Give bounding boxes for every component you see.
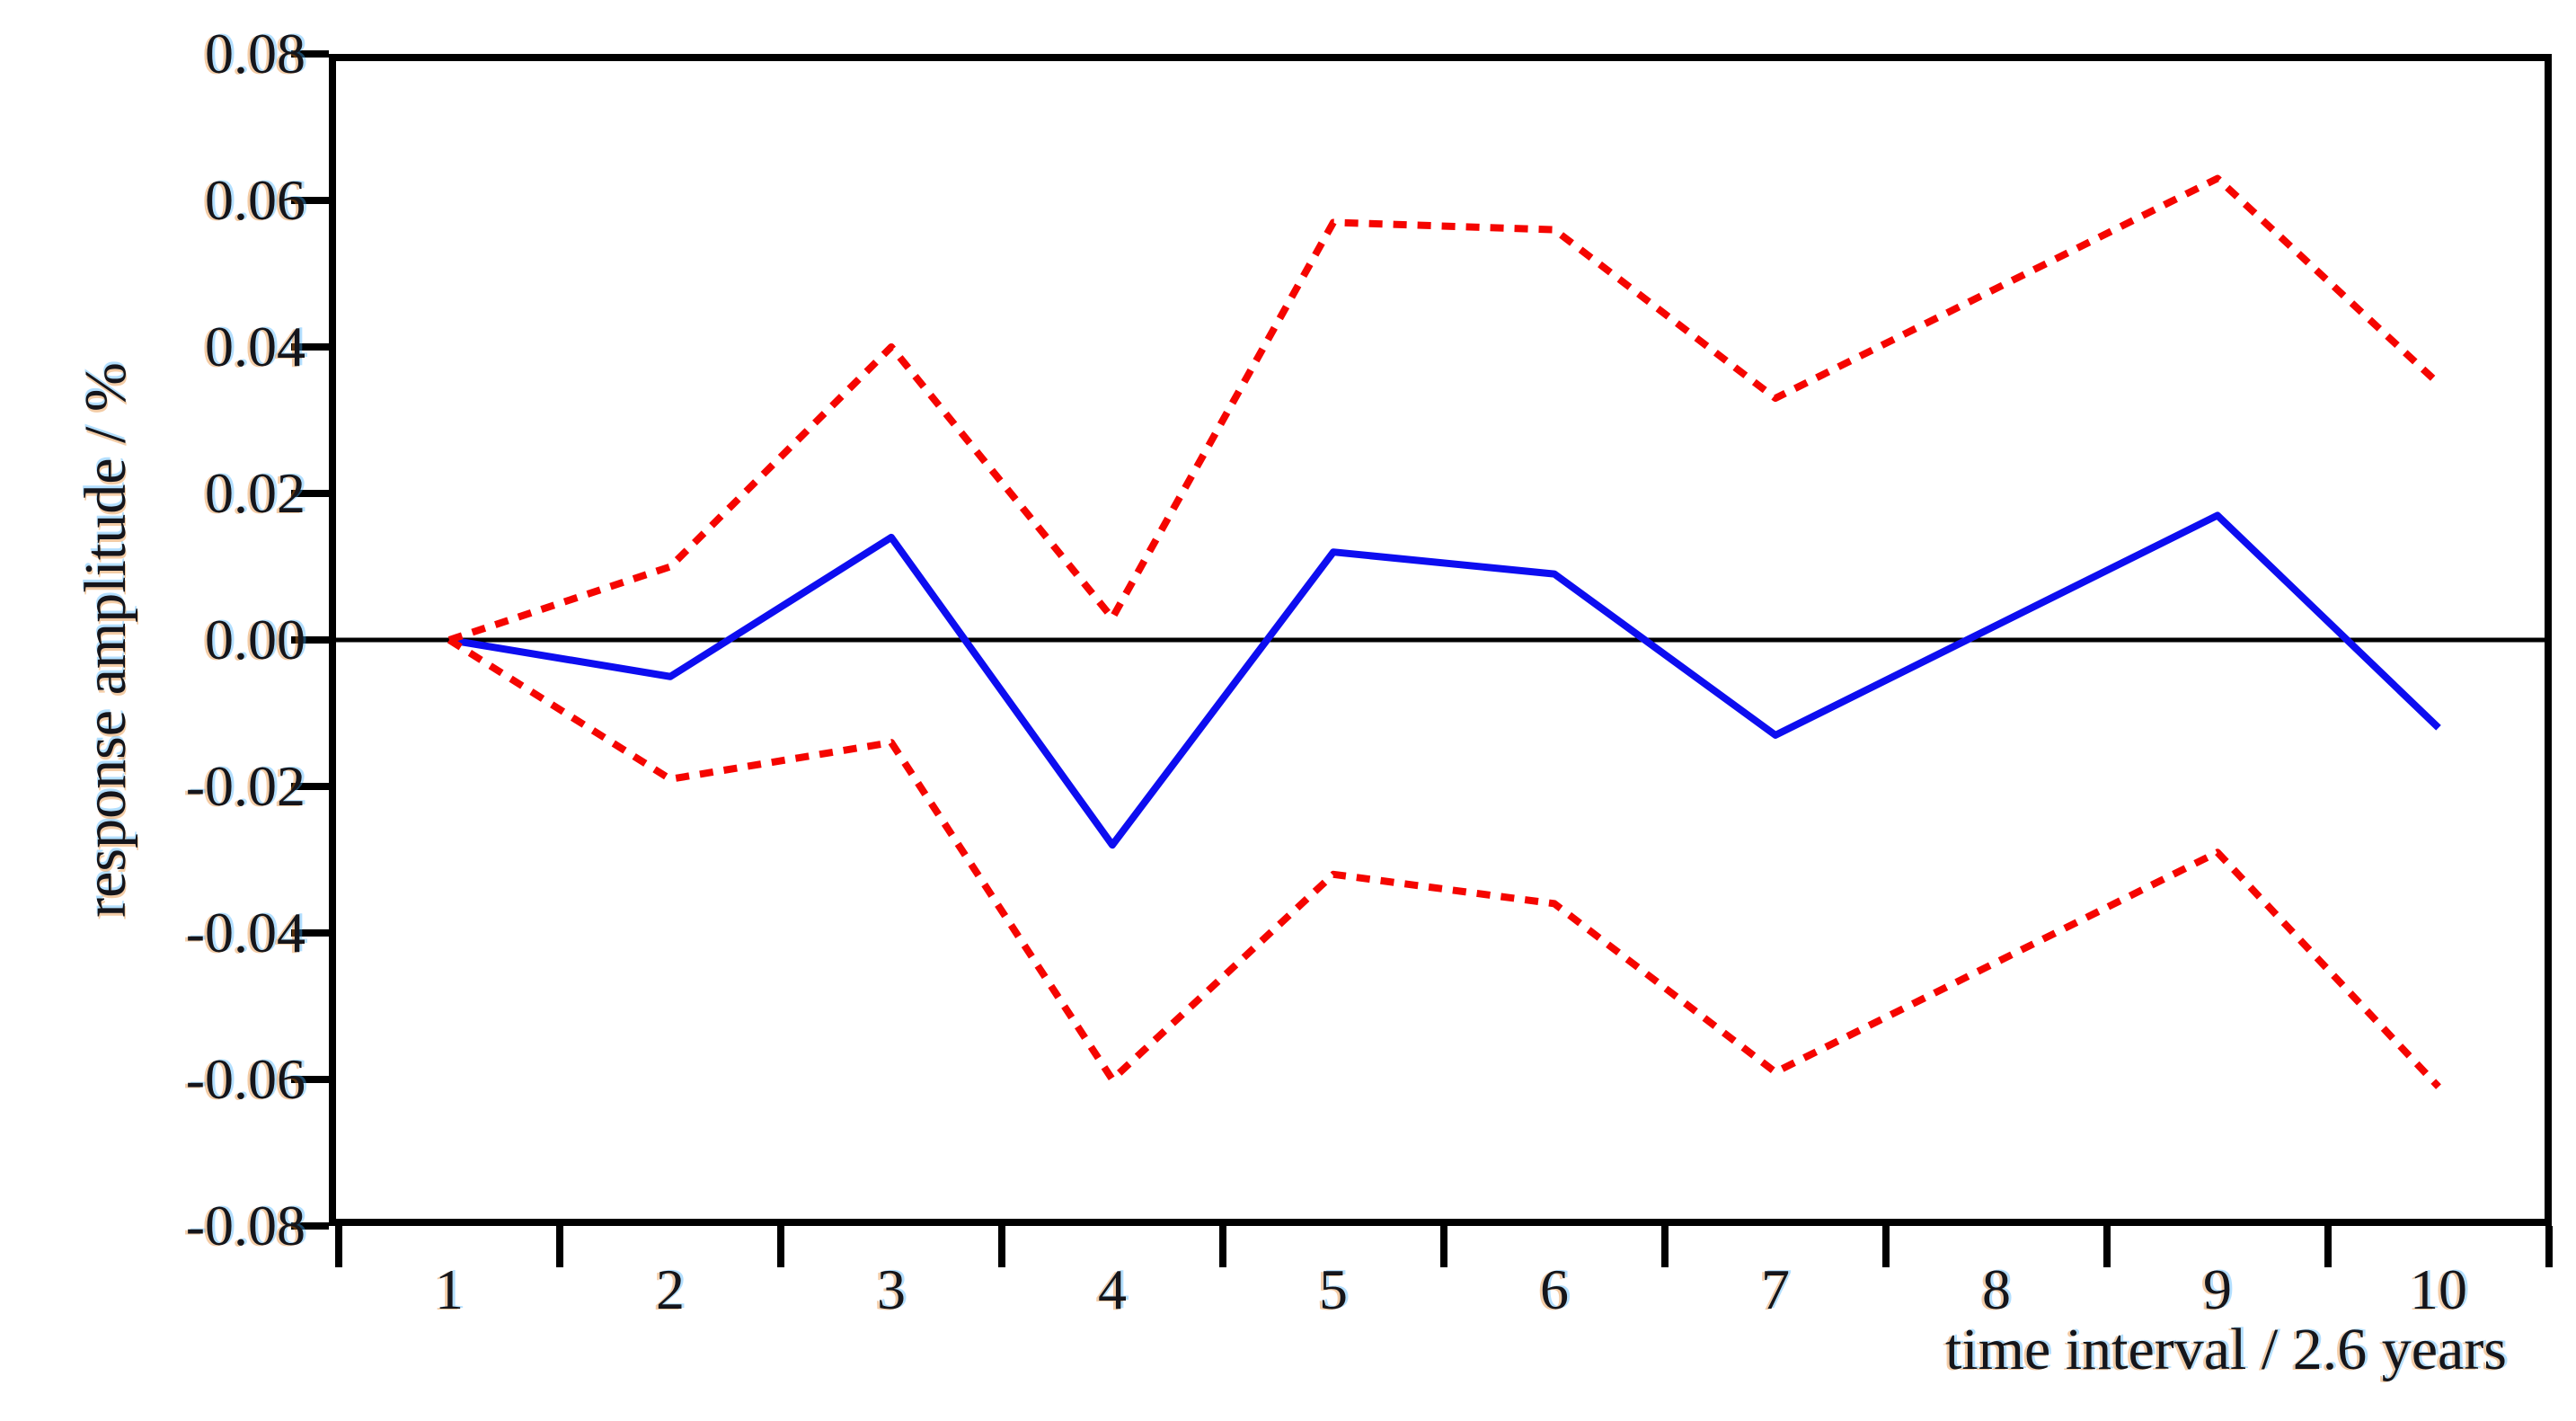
- x-tick-label: 8: [1982, 1257, 2011, 1321]
- mean-response-line: [448, 511, 2441, 849]
- upper-bound-line: [447, 174, 2441, 644]
- x-tick-label: 7: [1761, 1257, 1790, 1321]
- x-tick-label: 1: [435, 1257, 464, 1321]
- y-tick-label: 0.02: [205, 461, 305, 525]
- x-tick-label: 3: [877, 1257, 906, 1321]
- x-axis-title: time interval / 2.6 years: [1945, 1317, 2507, 1382]
- x-tick-label: 10: [2410, 1257, 2467, 1321]
- y-tick-label: 0.00: [205, 608, 305, 671]
- y-tick-label: -0.04: [185, 901, 305, 964]
- y-tick-label: -0.02: [185, 754, 305, 818]
- x-tick-label: 6: [1540, 1257, 1569, 1321]
- lower-bound-line: [447, 636, 2441, 1089]
- y-tick-label: 0.08: [205, 22, 305, 85]
- x-tick-label: 5: [1319, 1257, 1348, 1321]
- x-tick-label: 9: [2203, 1257, 2232, 1321]
- y-tick-label: 0.06: [205, 168, 305, 232]
- y-tick-label: -0.06: [185, 1047, 305, 1111]
- y-tick-label: -0.08: [185, 1194, 305, 1257]
- x-tick-label: 4: [1098, 1257, 1127, 1321]
- x-tick-label: 2: [656, 1257, 685, 1321]
- y-tick-label: 0.04: [205, 315, 305, 378]
